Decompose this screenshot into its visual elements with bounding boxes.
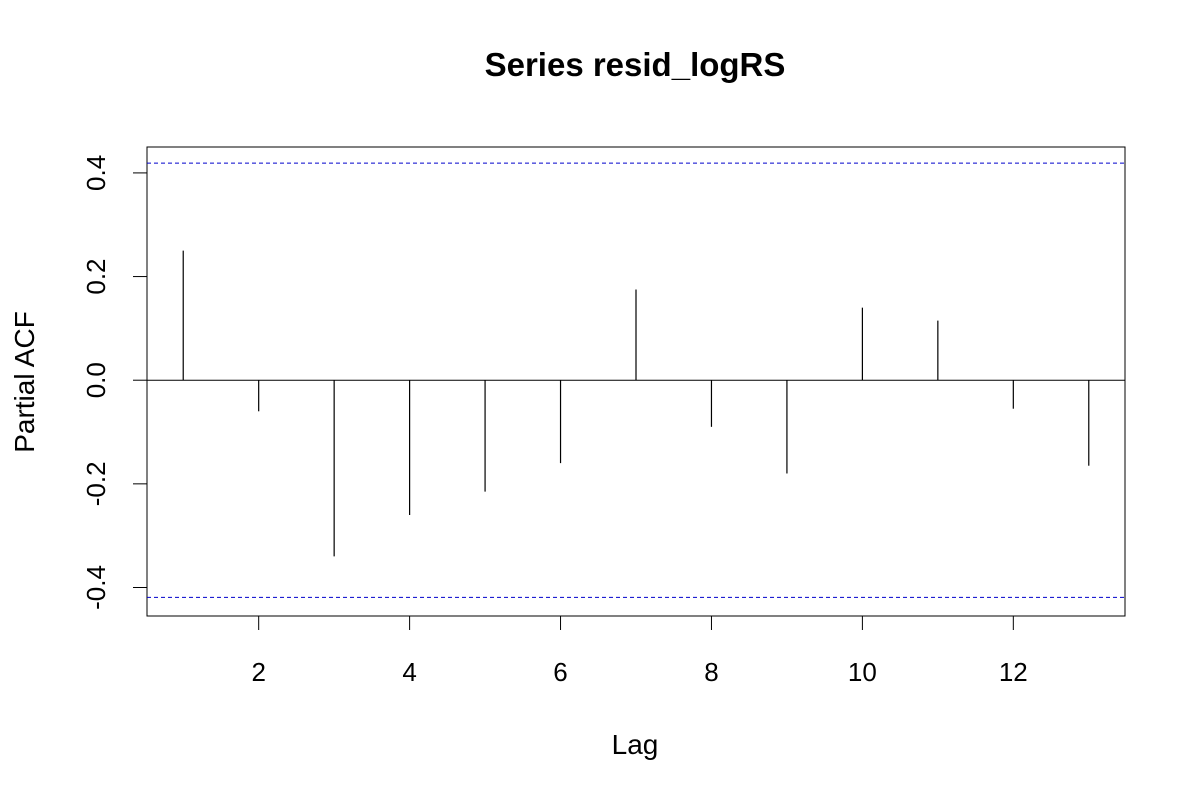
y-tick-label: 0.0 [81,362,111,398]
y-tick-label: 0.4 [81,155,111,191]
x-tick-label: 12 [999,657,1028,687]
y-tick-label: -0.2 [81,461,111,506]
x-tick-label: 2 [251,657,265,687]
plot-frame [146,146,1126,617]
y-tick-label: -0.4 [81,565,111,610]
y-tick-label: 0.2 [81,258,111,294]
y-axis-label: Partial ACF [9,311,40,453]
x-axis-label: Lag [612,729,659,760]
x-tick-label: 8 [704,657,718,687]
x-axis: 2 4 6 8 10 12 [251,615,1028,687]
pacf-bars [182,250,1090,557]
chart-title: Series resid_logRS [485,46,786,83]
x-tick-label: 4 [402,657,416,687]
x-tick-label: 10 [848,657,877,687]
confidence-bounds [147,162,1125,598]
y-axis: -0.4 -0.2 0.0 0.2 0.4 [81,155,148,610]
x-tick-label: 6 [553,657,567,687]
